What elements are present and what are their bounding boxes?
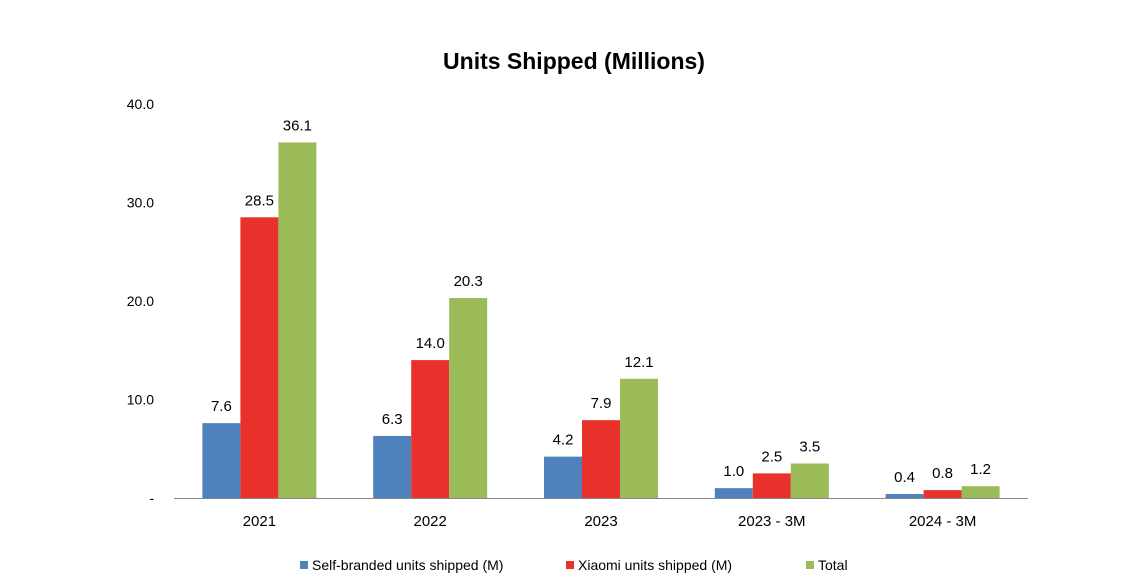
data-label: 14.0: [416, 335, 445, 352]
data-label: 0.4: [894, 469, 915, 486]
x-category-label: 2024 - 3M: [909, 513, 977, 530]
data-label: 3.5: [799, 439, 820, 456]
bars-group: [202, 142, 1000, 499]
data-label: 2.5: [761, 448, 782, 465]
data-label: 6.3: [382, 411, 403, 428]
bar-xiaomi-units-shipped-m: [240, 217, 279, 498]
data-label: 1.2: [970, 461, 991, 478]
bar-self-branded-units-shipped-m: [544, 456, 582, 498]
data-label: 12.1: [624, 354, 653, 371]
legend-label: Self-branded units shipped (M): [312, 557, 503, 573]
legend-label: Total: [818, 557, 848, 573]
y-tick-label: -: [149, 490, 154, 506]
bar-xiaomi-units-shipped-m: [923, 490, 962, 498]
legend-swatch: [806, 561, 814, 569]
bar-xiaomi-units-shipped-m: [752, 473, 791, 498]
bar-self-branded-units-shipped-m: [373, 435, 412, 498]
y-axis: - 10.0 20.0 30.0 40.0: [127, 96, 155, 506]
bar-total: [620, 378, 658, 498]
bar-total: [449, 298, 488, 498]
legend-label: Xiaomi units shipped (M): [578, 557, 732, 573]
legend-swatch: [300, 561, 308, 569]
bar-self-branded-units-shipped-m: [202, 423, 241, 498]
bar-self-branded-units-shipped-m: [714, 488, 753, 498]
chart-title: Units Shipped (Millions): [443, 48, 705, 74]
bar-xiaomi-units-shipped-m: [411, 360, 450, 498]
bar-total: [790, 463, 829, 498]
data-labels-group: 7.6 28.5 36.1 6.3 14.0 20.3 4.2 7.9 12.1 1.0 2.5 3.…: [211, 117, 991, 486]
x-axis: 2021 2022 2023 2023 - 3M 2024 - 3M: [243, 513, 977, 530]
data-label: 7.6: [211, 398, 232, 415]
data-label: 4.2: [553, 432, 574, 449]
x-category-label: 2023: [584, 513, 617, 530]
data-label: 28.5: [245, 192, 274, 209]
bar-xiaomi-units-shipped-m: [582, 420, 620, 498]
data-label: 0.8: [932, 465, 953, 482]
legend: Self-branded units shipped (M) Xiaomi uni…: [300, 557, 848, 573]
x-category-label: 2022: [414, 513, 447, 530]
legend-swatch: [566, 561, 574, 569]
data-label: 1.0: [723, 463, 744, 480]
bar-total: [278, 142, 317, 499]
data-label: 20.3: [454, 273, 483, 290]
bar-self-branded-units-shipped-m: [885, 494, 924, 498]
data-label: 7.9: [591, 395, 612, 412]
x-category-label: 2021: [243, 513, 276, 530]
y-tick-label: 20.0: [127, 293, 154, 309]
y-tick-label: 40.0: [127, 96, 154, 112]
y-tick-label: 10.0: [127, 392, 154, 408]
data-label: 36.1: [283, 117, 312, 134]
y-tick-label: 30.0: [127, 195, 154, 211]
bar-total: [961, 486, 1000, 498]
x-category-label: 2023 - 3M: [738, 513, 806, 530]
